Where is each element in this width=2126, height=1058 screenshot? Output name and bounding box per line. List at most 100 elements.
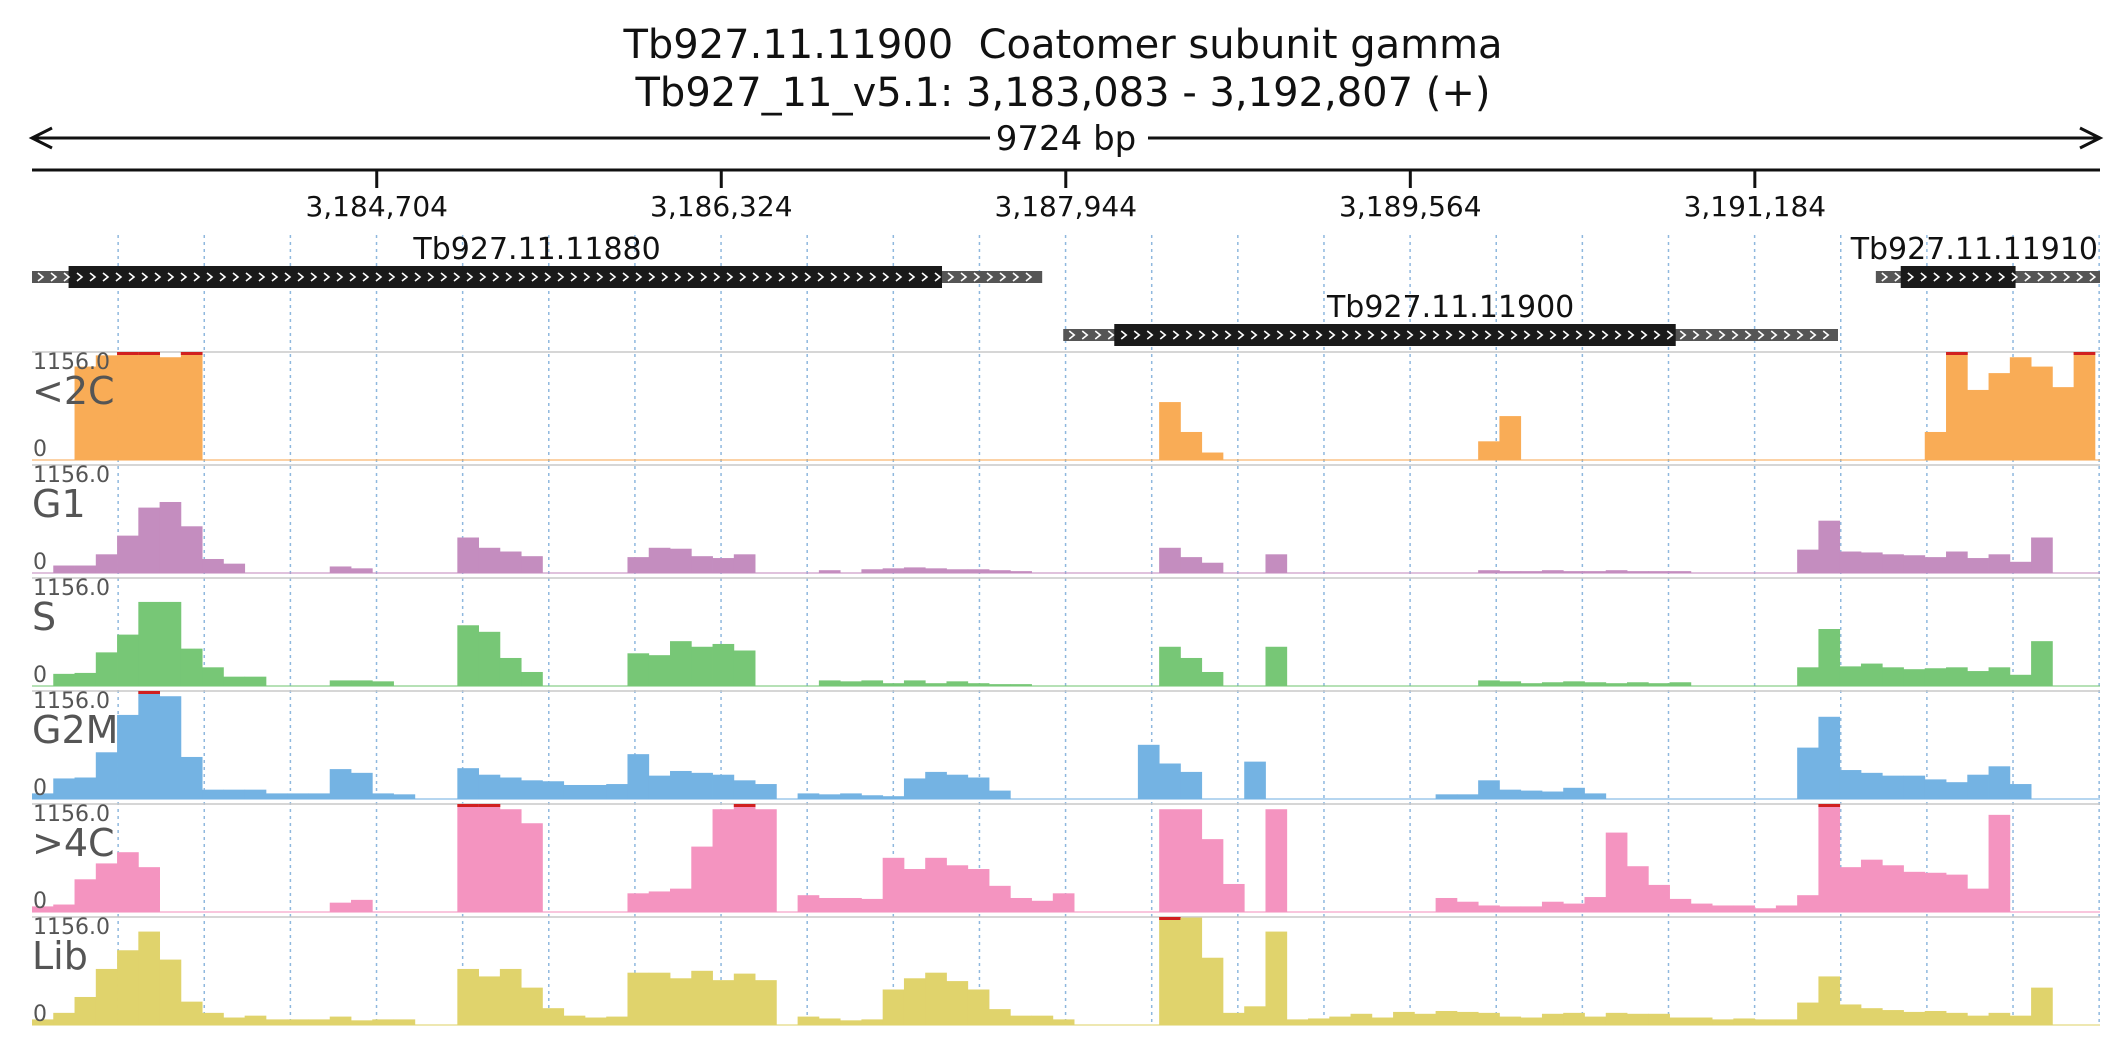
coverage-bar xyxy=(1584,793,1607,799)
coverage-bar xyxy=(499,657,522,686)
coverage-bar xyxy=(1797,1002,1819,1025)
coverage-bar xyxy=(287,1019,309,1025)
coverage-bar xyxy=(287,793,309,799)
coverage-bar xyxy=(818,1018,841,1025)
coverage-bar xyxy=(946,981,969,1025)
coverage-bar xyxy=(1286,1019,1309,1025)
coverage-bar xyxy=(499,809,522,912)
coverage-bar xyxy=(797,1016,820,1025)
coverage-bar xyxy=(670,548,692,573)
coverage-bar xyxy=(691,772,713,799)
coverage-bar xyxy=(627,653,650,686)
coverage-bar xyxy=(946,681,969,686)
coverage-bar xyxy=(1478,680,1500,686)
coverage-bar xyxy=(1244,761,1266,799)
coverage-bar xyxy=(32,793,54,799)
coverage-bar xyxy=(2031,641,2053,686)
coverage-bar xyxy=(861,1019,884,1025)
coverage-bar xyxy=(95,652,118,686)
coverage-bar xyxy=(967,777,990,799)
track-name-label: G1 xyxy=(32,482,86,526)
coverage-bar xyxy=(606,784,628,799)
coverage-bar xyxy=(1456,901,1479,912)
coverage-bar xyxy=(1839,666,1862,686)
clip-marker xyxy=(1818,804,1841,807)
coverage-bar xyxy=(1201,452,1224,460)
clip-marker xyxy=(1159,917,1181,920)
coverage-bar xyxy=(1265,931,1288,1025)
coverage-bar xyxy=(1499,571,1522,573)
coverage-bar xyxy=(1818,716,1841,799)
coverage-bar xyxy=(202,558,224,573)
coverage-bar xyxy=(861,569,884,573)
coverage-bar xyxy=(1988,766,2011,799)
coverage-bar xyxy=(946,865,969,912)
track-ymin-label: 0 xyxy=(33,1002,47,1027)
coverage-bar xyxy=(53,904,75,912)
coverage-bar xyxy=(606,1016,628,1025)
coverage-bar xyxy=(159,601,182,686)
coverage-bar xyxy=(1669,898,1692,912)
clip-marker xyxy=(2073,352,2096,355)
coverage-bar xyxy=(1031,900,1054,912)
coverage-bar xyxy=(1988,373,2011,460)
coverage-bar xyxy=(1478,570,1500,573)
coverage-bar xyxy=(1690,903,1713,912)
track-ymin-label: 0 xyxy=(33,889,47,914)
coverage-bar xyxy=(1924,1010,1947,1025)
coverage-bar xyxy=(840,897,862,912)
coverage-bar xyxy=(2031,987,2053,1025)
track-ymax-label: 1156.0 xyxy=(33,350,110,375)
axis-tick-label: 3,189,564 xyxy=(1339,190,1482,223)
strand-arrows xyxy=(1068,330,1830,340)
coverage-bar xyxy=(138,867,161,912)
coverage-bar xyxy=(925,857,947,912)
coverage-bar xyxy=(1946,1012,1968,1025)
coverage-bar xyxy=(563,784,586,799)
coverage-bar xyxy=(372,681,394,686)
coverage-bar xyxy=(989,885,1011,912)
axis-tick-label: 3,186,324 xyxy=(650,190,793,223)
coverage-bar xyxy=(1180,431,1203,460)
coverage-bar xyxy=(1797,895,1819,912)
coverage-bar xyxy=(1924,872,1947,912)
coverage-bar xyxy=(1669,1017,1692,1025)
coverage-bar xyxy=(1860,1008,1883,1025)
coverage-bar xyxy=(818,570,841,573)
coverage-bar xyxy=(797,793,820,799)
coverage-bar xyxy=(1988,814,2011,912)
coverage-tracks: 1156.00<2C1156.00G11156.00S1156.00G2M115… xyxy=(32,350,2100,1027)
clip-marker xyxy=(138,352,161,355)
chart-subtitle: Tb927_11_v5.1: 3,183,083 - 3,192,807 (+) xyxy=(0,70,2126,116)
gene-label: Tb927.11.11910 xyxy=(1850,232,2098,267)
coverage-bar xyxy=(1159,917,1181,1025)
coverage-bar xyxy=(755,980,777,1025)
coverage-bar xyxy=(1669,682,1692,686)
coverage-bar xyxy=(53,565,75,573)
coverage-bar xyxy=(74,777,97,799)
coverage-bar xyxy=(1924,557,1947,573)
coverage-bar xyxy=(691,846,713,912)
coverage-bar xyxy=(840,681,862,686)
coverage-bar xyxy=(393,1019,416,1025)
coverage-bar xyxy=(733,650,756,686)
coverage-bar xyxy=(1563,903,1585,912)
coverage-bar xyxy=(159,696,182,799)
coverage-bar xyxy=(1308,1018,1330,1025)
gene-model: Tb927.11.11880 xyxy=(32,232,1043,288)
coverage-bar xyxy=(1265,554,1288,573)
coverage-bar xyxy=(1159,646,1181,686)
coverage-bar xyxy=(755,784,777,799)
coverage-bar xyxy=(329,1016,352,1025)
coverage-bar xyxy=(670,770,692,799)
coverage-bar xyxy=(1882,667,1904,686)
coverage-bar xyxy=(372,1019,394,1025)
coverage-bar xyxy=(1478,1012,1500,1025)
coverage-bar xyxy=(1648,1013,1670,1025)
coverage-bar xyxy=(1903,775,1926,799)
coverage-bar xyxy=(1818,976,1841,1025)
coverage-bar xyxy=(521,987,543,1025)
coverage-bar xyxy=(1414,1013,1437,1025)
coverage-bar xyxy=(2009,1015,2032,1025)
coverage-bar xyxy=(1860,663,1883,686)
